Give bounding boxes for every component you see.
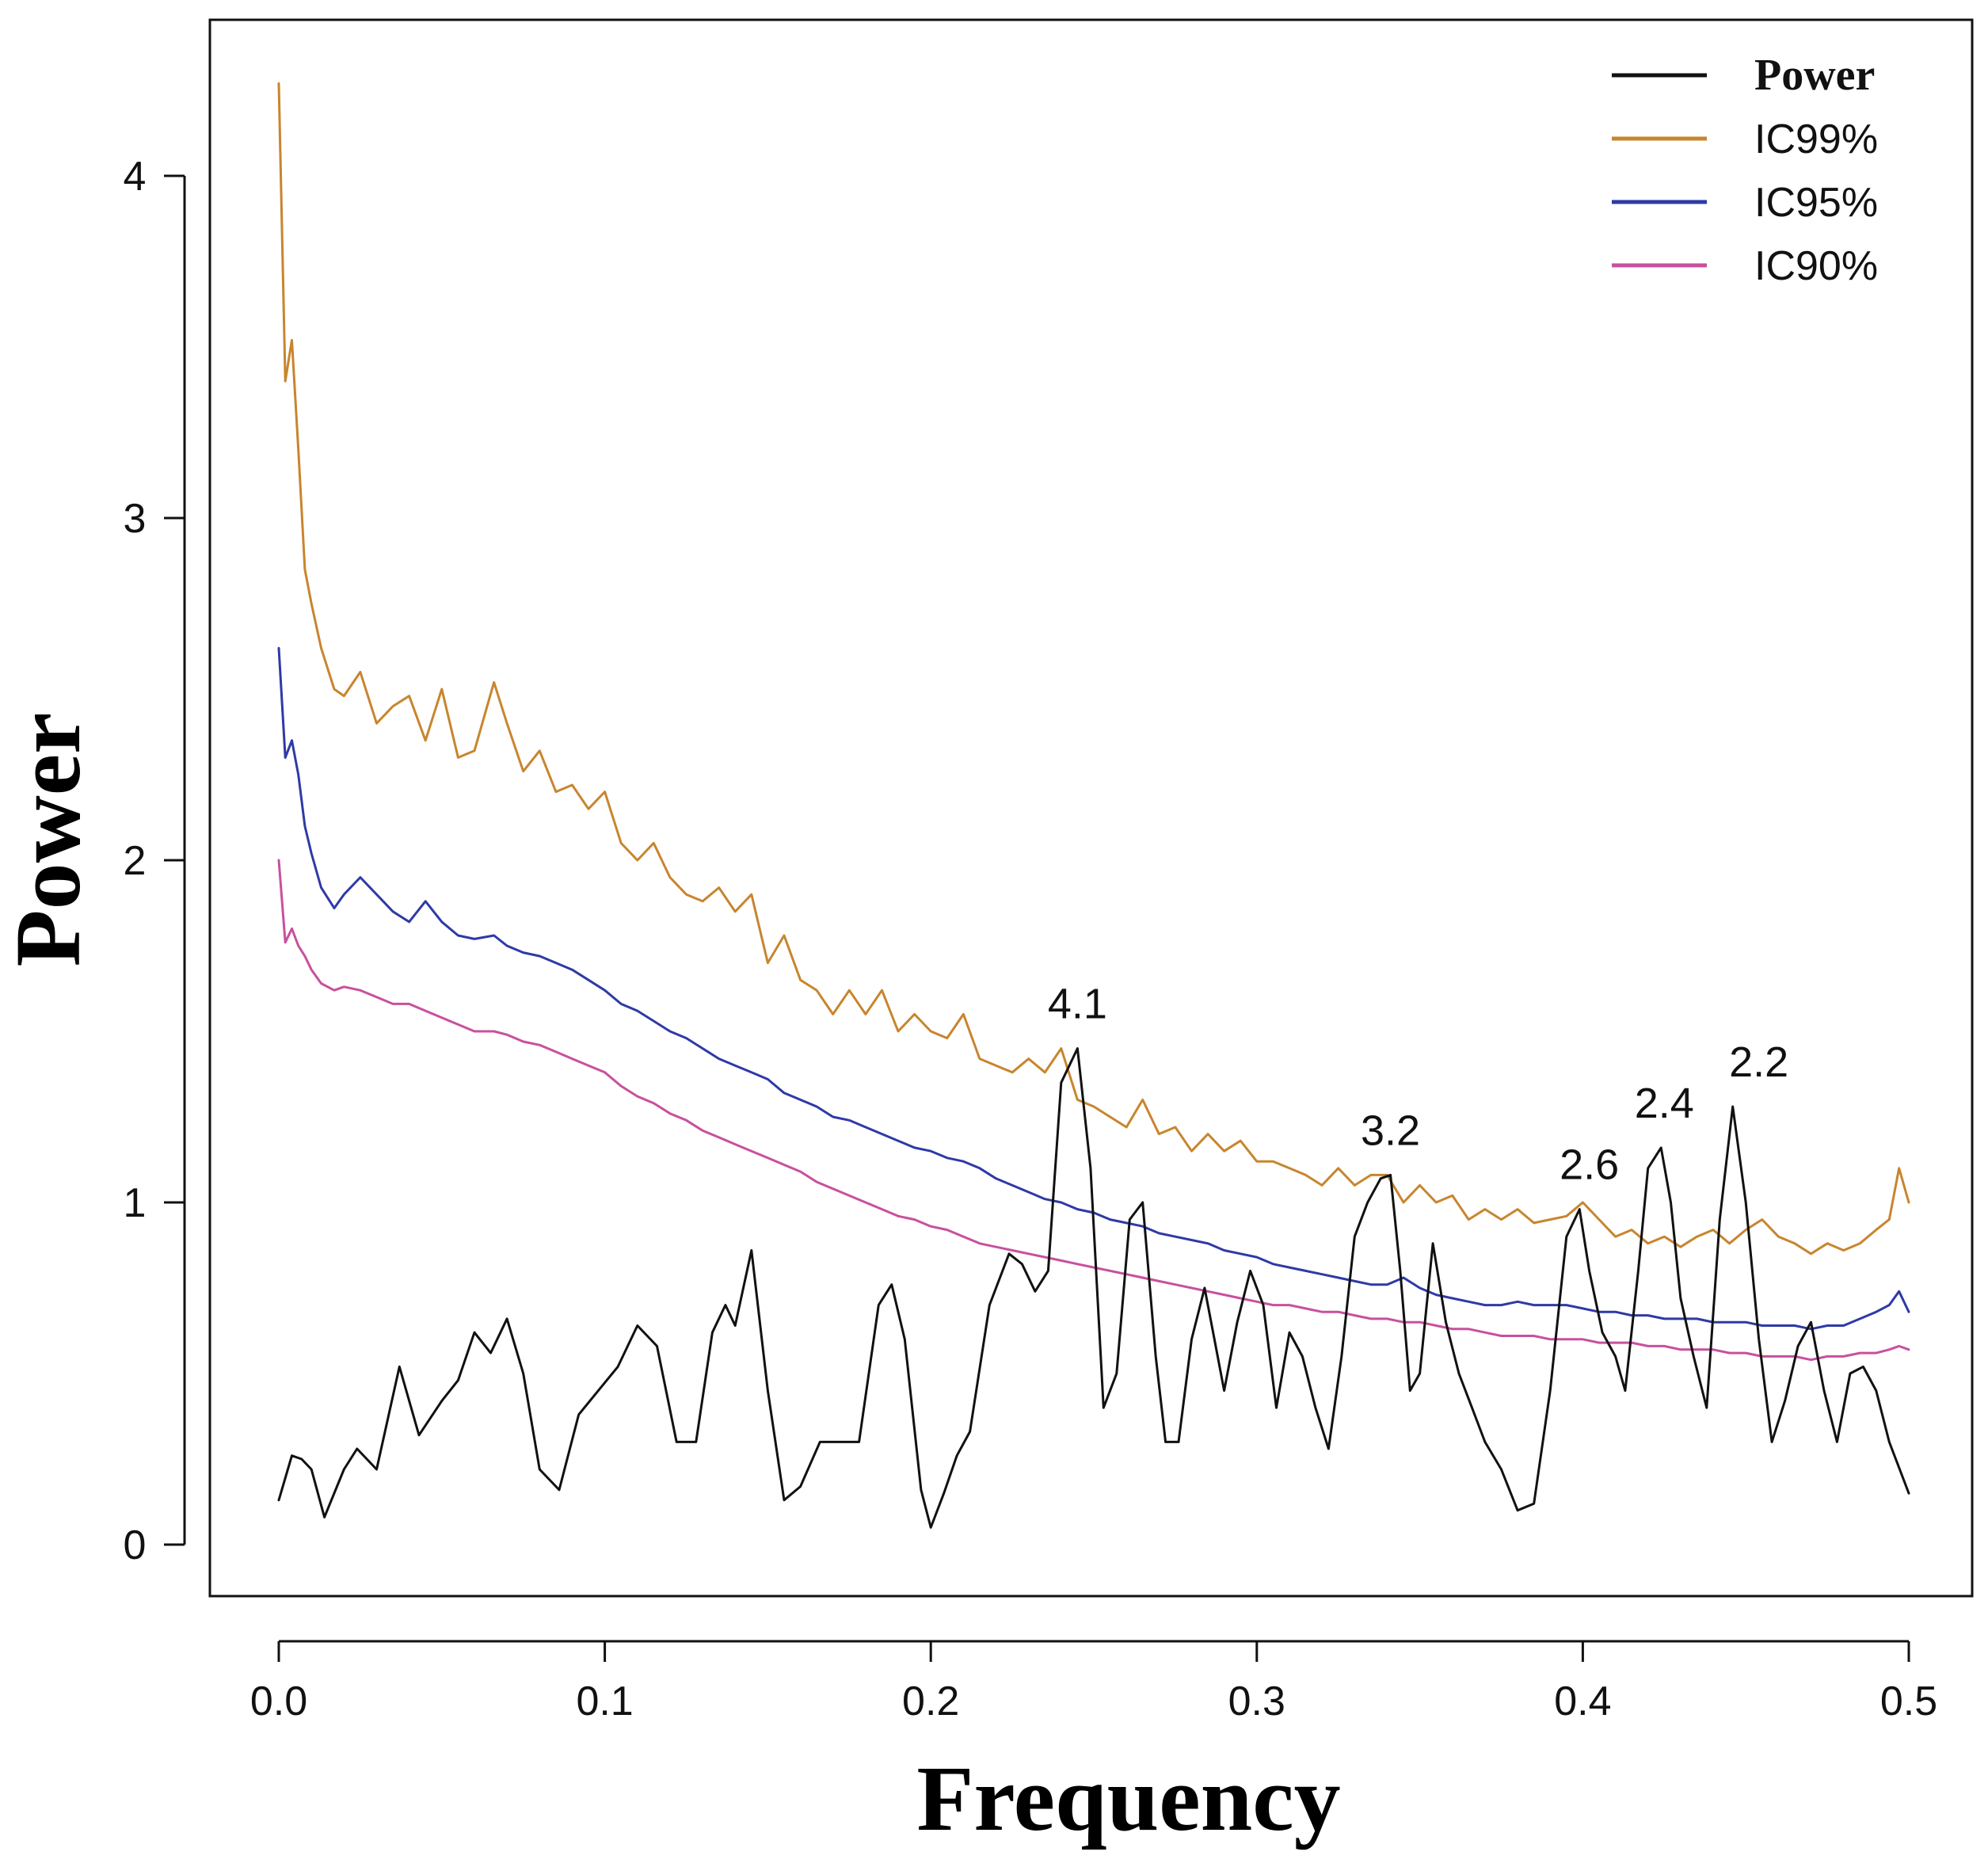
legend-label: IC99% bbox=[1754, 116, 1878, 162]
x-tick-label: 0.5 bbox=[1880, 1678, 1937, 1724]
x-axis: 0.0 0.1 0.2 0.3 0.4 0.5 bbox=[250, 1640, 1937, 1724]
y-tick-label: 3 bbox=[124, 496, 147, 542]
peak-label: 3.2 bbox=[1361, 1107, 1420, 1154]
x-tick-label: 0.1 bbox=[576, 1678, 633, 1724]
series-line-ic99 bbox=[277, 82, 1910, 1255]
legend-label: Power bbox=[1754, 51, 1875, 100]
peak-label: 2.6 bbox=[1560, 1141, 1619, 1189]
peak-label: 2.4 bbox=[1635, 1080, 1694, 1127]
series-line-power bbox=[277, 1047, 1910, 1529]
series-layer bbox=[277, 82, 1910, 1529]
x-tick-label: 0.0 bbox=[250, 1678, 307, 1724]
legend: Power IC99% IC95% IC90% bbox=[1612, 51, 1878, 289]
series-line-ic90 bbox=[277, 859, 1910, 1362]
y-tick-label: 2 bbox=[124, 838, 147, 884]
y-axis: 0 1 2 3 4 bbox=[124, 154, 186, 1568]
y-tick-label: 4 bbox=[124, 154, 147, 200]
legend-label: IC95% bbox=[1754, 180, 1878, 226]
peak-label: 4.1 bbox=[1048, 981, 1107, 1028]
x-tick-label: 0.2 bbox=[902, 1678, 959, 1724]
y-tick-label: 1 bbox=[124, 1180, 147, 1226]
series-line-ic95 bbox=[277, 646, 1910, 1331]
peak-label: 2.2 bbox=[1729, 1038, 1788, 1086]
y-axis-title: Power bbox=[0, 712, 100, 966]
x-tick-label: 0.4 bbox=[1554, 1678, 1611, 1724]
plot-frame bbox=[208, 18, 1974, 1598]
y-tick-label: 0 bbox=[124, 1522, 147, 1568]
x-tick-label: 0.3 bbox=[1228, 1678, 1285, 1724]
legend-label: IC90% bbox=[1754, 243, 1878, 289]
annotation-layer: 4.1 3.2 2.6 2.4 2.2 bbox=[1048, 981, 1788, 1189]
x-axis-title: Frequency bbox=[916, 1747, 1340, 1850]
